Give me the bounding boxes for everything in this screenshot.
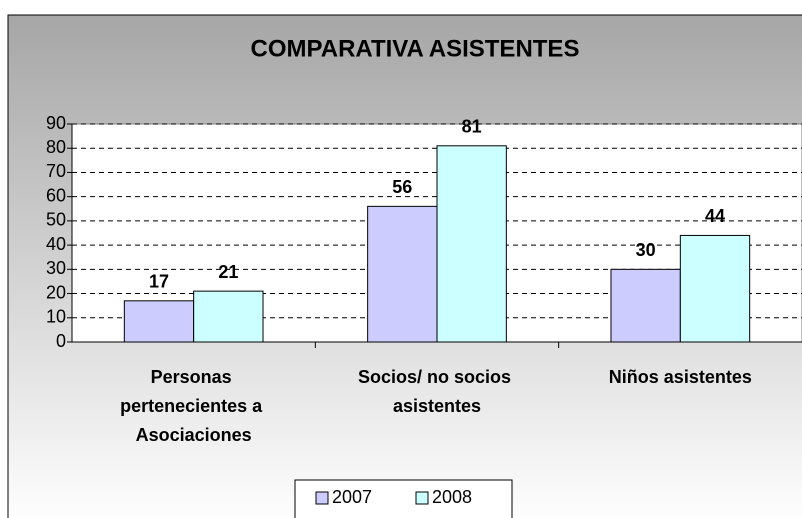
legend-swatch	[315, 491, 329, 505]
bar	[367, 205, 438, 343]
chart-title: COMPARATIVA ASISTENTES	[251, 35, 580, 62]
bar	[123, 300, 195, 343]
x-tick-label: Niños asistentes	[609, 367, 752, 387]
y-tick-label: 70	[46, 161, 66, 181]
data-label: 21	[218, 262, 238, 282]
y-tick-label: 10	[46, 307, 66, 327]
bar	[610, 268, 681, 343]
y-tick-label: 50	[46, 210, 66, 230]
y-tick-label: 30	[46, 258, 66, 278]
y-tick-label: 40	[46, 234, 66, 254]
y-tick-label: 80	[46, 137, 66, 157]
y-tick-label: 0	[56, 331, 66, 351]
y-tick-label: 90	[46, 113, 66, 133]
x-tick-label: Socios/ no socios asistentes	[358, 367, 516, 416]
legend-label: 2007	[332, 487, 372, 507]
legend-swatch	[415, 491, 429, 505]
bar	[193, 290, 264, 343]
data-label: 56	[392, 177, 412, 197]
data-label: 44	[705, 206, 725, 226]
y-tick-label: 60	[46, 185, 66, 205]
bar	[436, 145, 507, 343]
legend-label: 2008	[432, 487, 472, 507]
x-tick-label: Personas pertenecientes a Asociaciones	[120, 367, 267, 445]
bar	[679, 234, 751, 343]
data-label: 81	[462, 117, 482, 137]
legend	[294, 479, 513, 518]
data-label: 30	[636, 240, 656, 260]
y-tick-label: 20	[46, 282, 66, 302]
data-label: 17	[149, 272, 169, 292]
